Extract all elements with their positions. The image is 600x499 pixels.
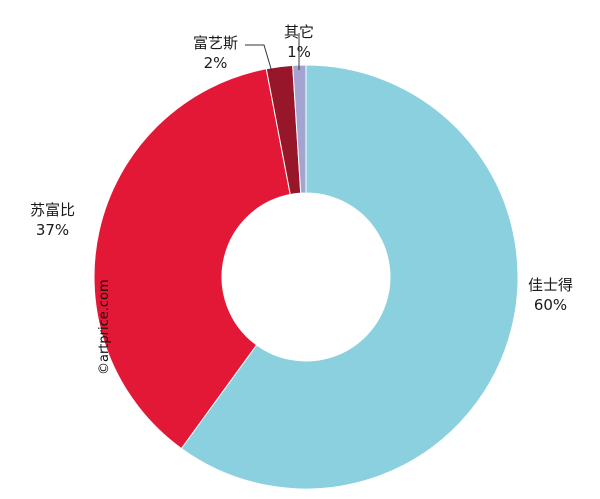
slice-value: 60% bbox=[533, 296, 568, 314]
slice-苏富比 bbox=[93, 68, 291, 450]
slice-name: 佳士得 bbox=[528, 276, 574, 294]
slice-label-其它: 其它 1% bbox=[284, 22, 314, 62]
slice-佳士得 bbox=[180, 64, 519, 490]
leader-line-富艺斯 bbox=[245, 44, 273, 73]
watermark-text: ©artprice.com bbox=[97, 279, 112, 375]
slice-label-苏富比: 苏富比 37% bbox=[30, 200, 75, 240]
slice-其它 bbox=[292, 64, 307, 194]
slice-value: 2% bbox=[203, 54, 228, 72]
slice-name: 富艺斯 bbox=[193, 34, 239, 52]
slice-label-佳士得: 佳士得 60% bbox=[528, 275, 573, 315]
slice-label-富艺斯: 富艺斯 2% bbox=[193, 33, 238, 73]
slice-name: 苏富比 bbox=[30, 201, 76, 219]
donut-slices bbox=[93, 64, 519, 490]
slice-value: 1% bbox=[287, 43, 311, 61]
slice-name: 其它 bbox=[284, 23, 315, 41]
slice-value: 37% bbox=[35, 221, 70, 239]
